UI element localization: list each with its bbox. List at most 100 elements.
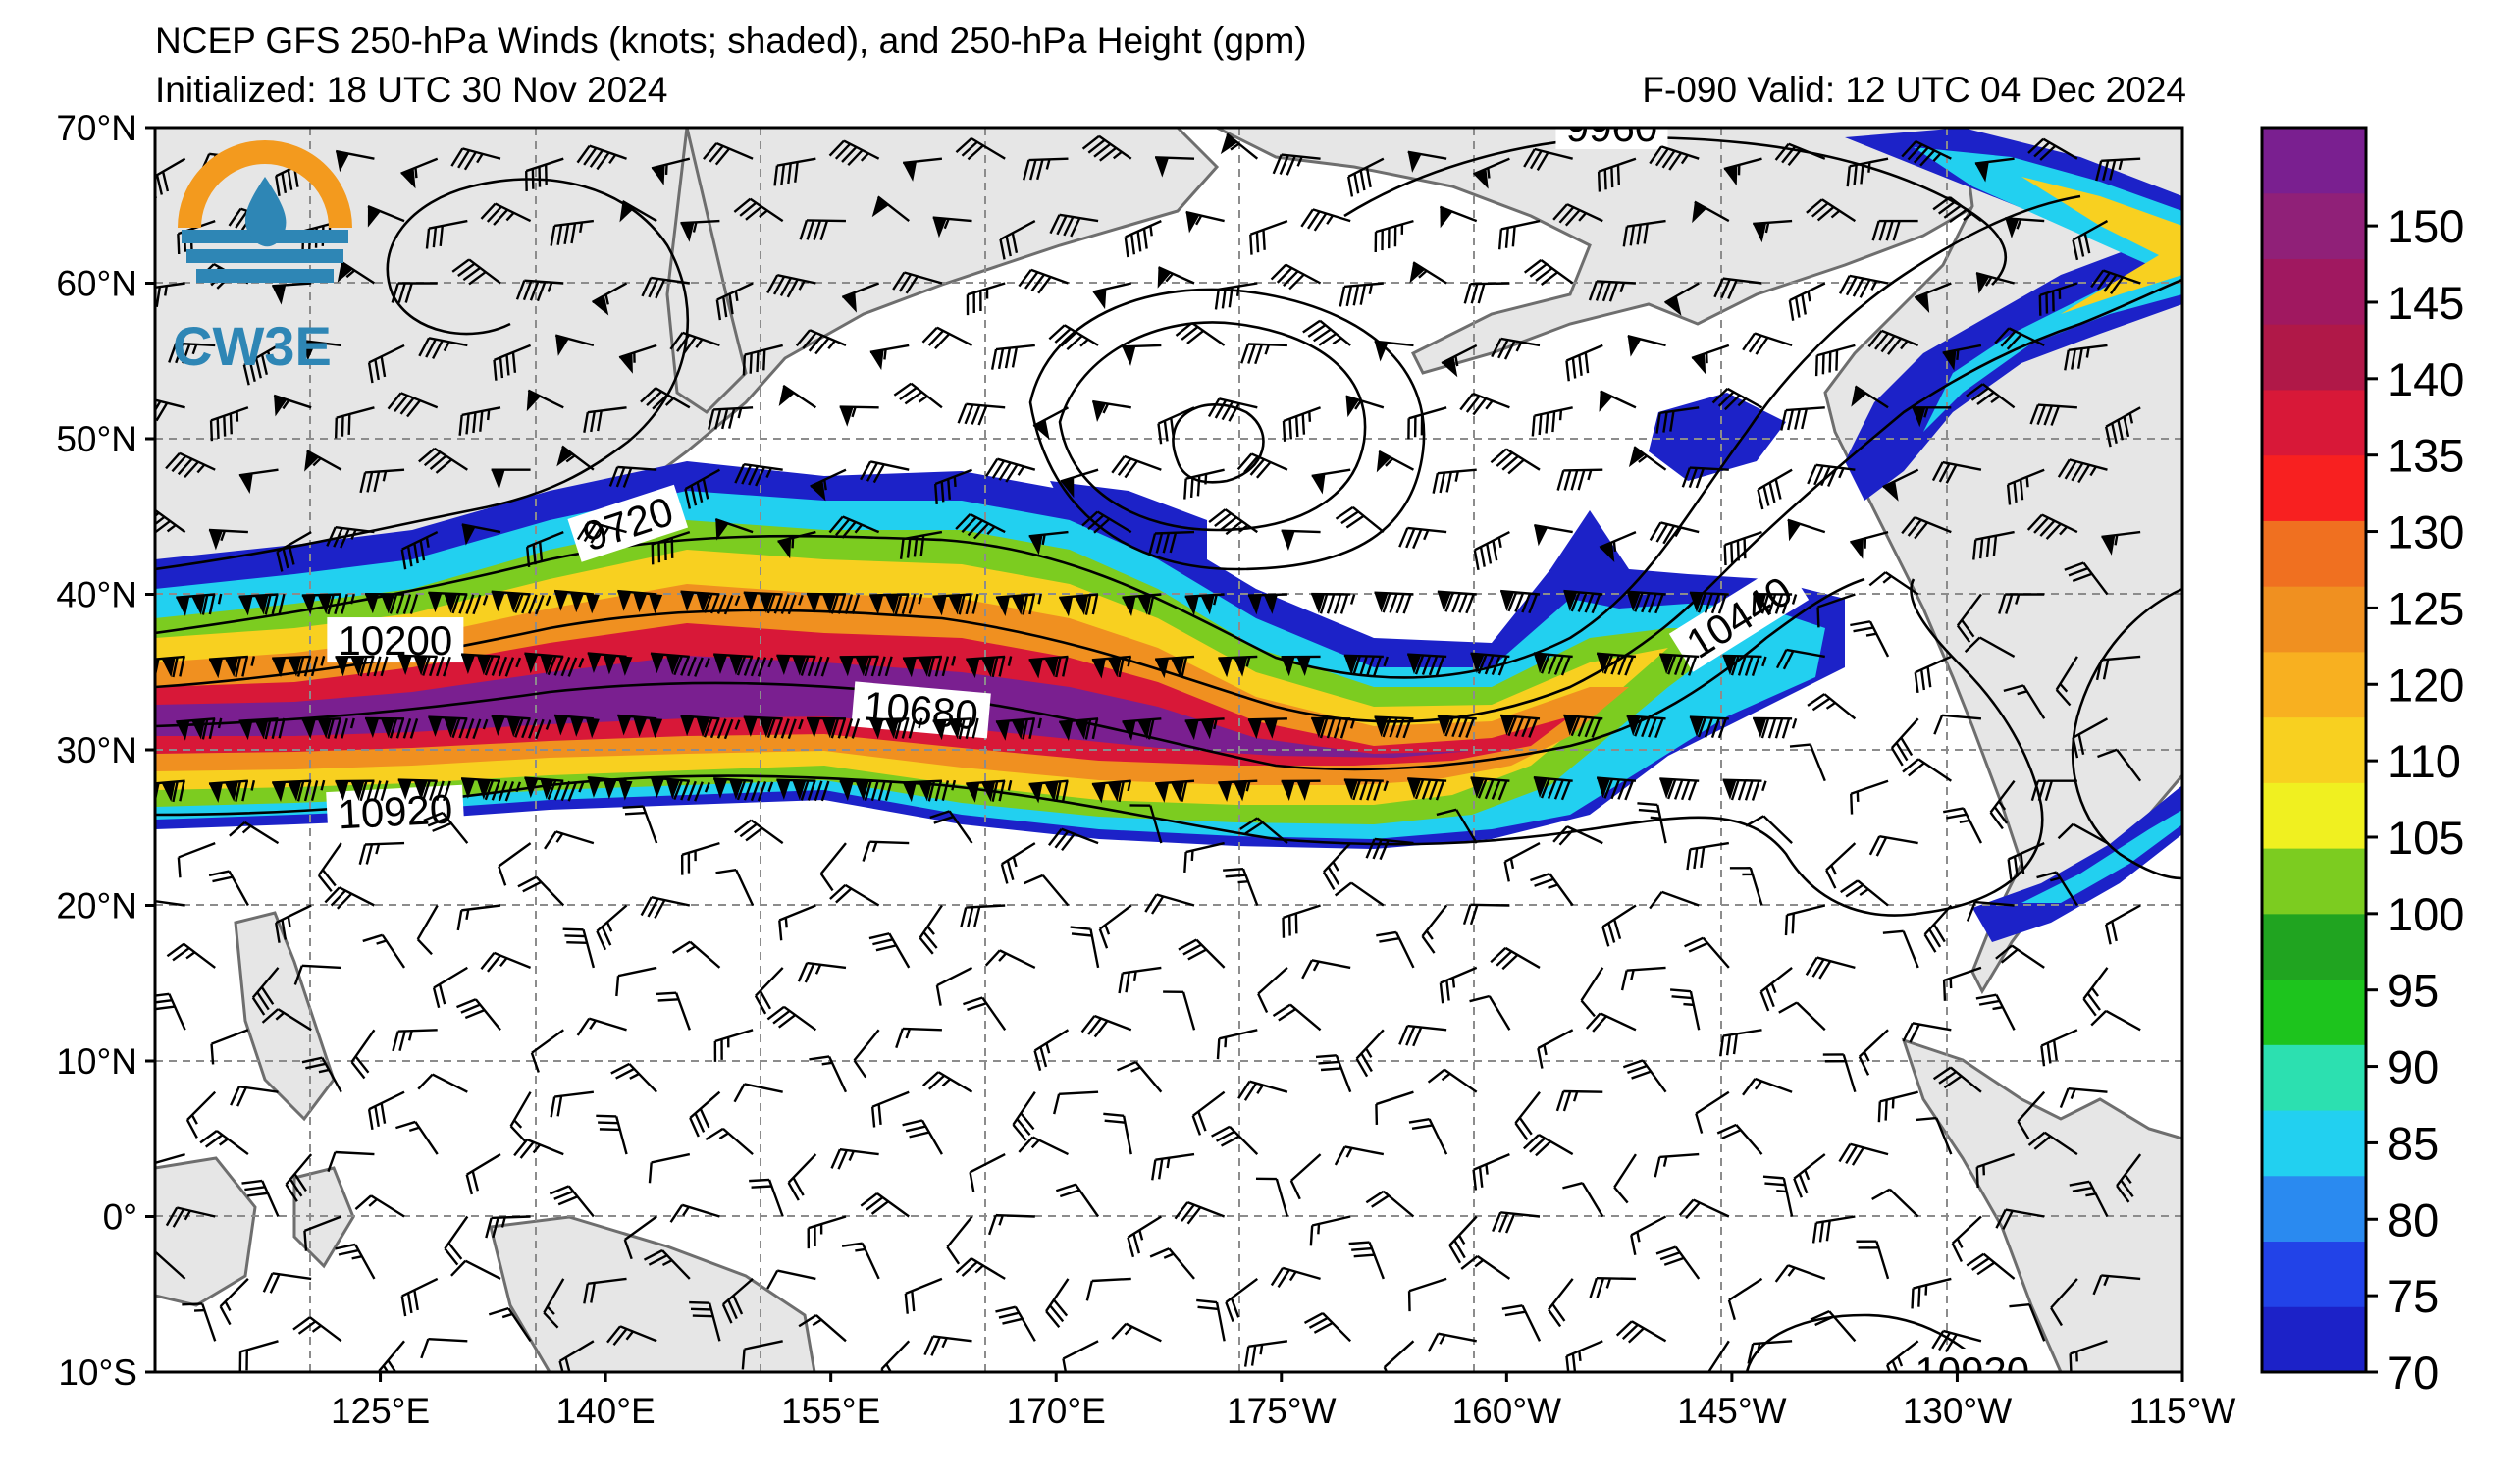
wind-barb: [1530, 873, 1574, 907]
wind-barb: [1048, 827, 1099, 852]
wind-barb: [1000, 842, 1036, 884]
wind-barb: [1178, 938, 1226, 969]
wind-barb: [1932, 1066, 1982, 1093]
wind-barb: [458, 406, 501, 436]
wind-barb: [587, 652, 633, 676]
wind-barb: [1637, 802, 1667, 844]
wind-barb: [656, 991, 691, 1031]
colorbar-label: 110: [2388, 735, 2461, 787]
grid-lines: [155, 128, 2182, 1372]
contour-label: 9960: [1555, 128, 1668, 150]
wind-barb: [708, 406, 754, 430]
wind-barb: [1669, 988, 1701, 1031]
wind-barb: [860, 1192, 910, 1218]
wind-barb: [1407, 777, 1447, 801]
wind-barb: [365, 592, 419, 614]
wind-barb: [1719, 1029, 1762, 1057]
wind-barb: [1085, 1277, 1131, 1301]
wind-barb: [1846, 157, 1889, 187]
wind-barb: [1649, 890, 1700, 910]
wind-barb: [395, 1120, 439, 1155]
wind-barb: [238, 1340, 279, 1372]
wind-barb: [2104, 406, 2141, 448]
wind-barb: [960, 904, 1006, 928]
wind-barb: [513, 1139, 564, 1159]
wind-barb: [182, 1302, 217, 1342]
wind-barb: [2095, 655, 2141, 681]
wind-barb: [1214, 282, 1258, 310]
wind-barb: [766, 274, 816, 298]
wind-barb: [276, 531, 312, 572]
wind-barb: [1459, 392, 1510, 416]
wind-barb: [456, 998, 501, 1032]
wind-barb: [2097, 748, 2142, 782]
wind-barb: [491, 468, 531, 490]
wind-barb: [1048, 324, 1099, 351]
wind-barb: [1825, 842, 1857, 889]
wind-barb: [1439, 205, 1478, 229]
wind-barb: [862, 840, 910, 862]
lon-axis: 125°E 140°E 155°E 170°E 175°W 160°W 145°W 130°W…: [331, 1372, 2235, 1431]
wind-barb: [773, 157, 816, 186]
wind-barb: [1902, 1022, 1952, 1043]
wind-barb: [326, 526, 375, 549]
wind-barb: [1556, 468, 1603, 491]
wind-barb: [1931, 460, 1982, 484]
land-central-america: [1901, 1037, 2182, 1372]
wind-barb: [199, 1130, 249, 1156]
wind-barb: [423, 811, 469, 844]
wind-barb: [1994, 327, 2045, 350]
wind-barb: [615, 966, 657, 997]
wind-barb: [899, 530, 943, 559]
wind-barb: [1615, 1320, 1667, 1344]
wind-barb: [425, 219, 468, 249]
wind-barb: [1814, 344, 1856, 377]
wind-barb: [1868, 834, 1918, 857]
wind-barb: [1148, 530, 1195, 554]
wind-barb: [1500, 714, 1541, 738]
wind-barb: [810, 468, 847, 502]
wind-barb: [1028, 530, 1069, 556]
wind-barb: [742, 344, 783, 376]
wind-barb: [648, 1152, 691, 1184]
wind-barb: [1049, 213, 1099, 238]
wind-barb: [1689, 715, 1729, 739]
wind-barb: [1427, 1332, 1477, 1352]
contour-aleutian-1: [1058, 321, 1367, 532]
wind-barb: [1807, 693, 1857, 720]
wind-barb: [1882, 468, 1919, 502]
wind-barb: [2092, 1274, 2141, 1296]
wind-barb: [1563, 714, 1603, 738]
wind-barb: [591, 282, 628, 316]
wind-barb: [860, 460, 910, 484]
colorbar-swatch: [2262, 651, 2366, 718]
wind-barb: [669, 1203, 720, 1223]
wind-barb: [550, 219, 595, 246]
wind-barb: [272, 282, 312, 305]
wind-barb: [617, 589, 663, 614]
wind-barb: [1249, 219, 1288, 255]
wind-barb: [562, 927, 596, 969]
wind-barb: [1080, 1014, 1132, 1038]
wind-barb: [1129, 804, 1163, 844]
jet-blob-mid: [1649, 393, 1786, 481]
wind-barb: [1839, 274, 1889, 298]
wind-barb: [809, 1055, 848, 1093]
wind-barb: [733, 1083, 783, 1103]
wind-barb: [1501, 1304, 1542, 1342]
contour-label-text: 10680: [862, 682, 979, 738]
wind-barb: [1523, 1134, 1574, 1157]
wind-barb: [1531, 406, 1573, 437]
wind-barb: [643, 1249, 691, 1280]
wind-barb: [1787, 518, 1826, 542]
wind-barb: [444, 1215, 469, 1266]
wind-barb: [955, 137, 1006, 161]
wind-barb: [261, 1008, 312, 1032]
wind-barb: [1599, 530, 1637, 563]
wind-barb: [853, 1029, 880, 1079]
wind-barbs: [155, 132, 2142, 1372]
wind-barb: [1788, 282, 1826, 321]
wind-barb: [292, 1316, 342, 1343]
logo-wave-band-2: [186, 249, 343, 263]
wind-barb: [1851, 385, 1889, 409]
